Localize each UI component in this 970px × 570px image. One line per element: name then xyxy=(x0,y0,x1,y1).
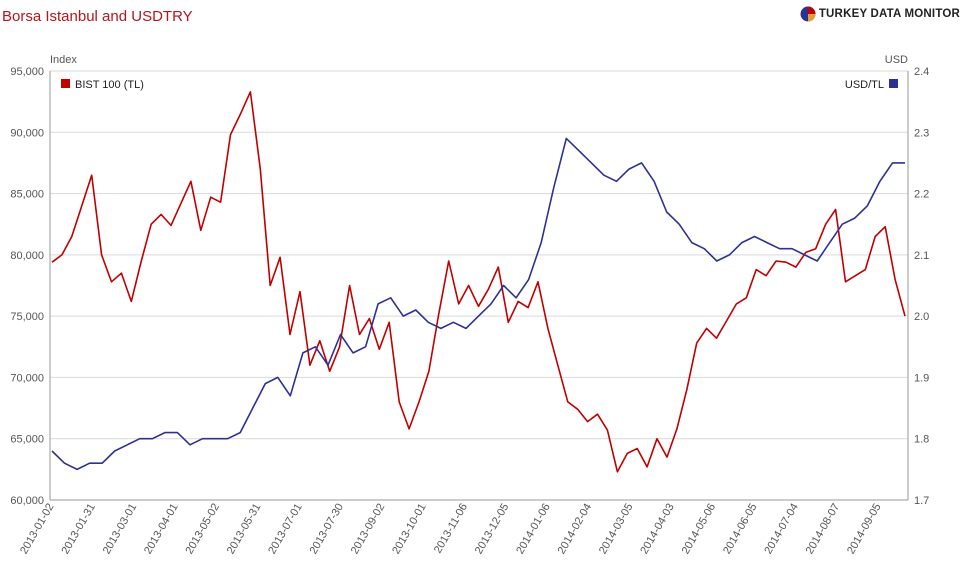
x-tick-label: 2013-05-31 xyxy=(225,502,264,557)
y-left-tick-label: 90,000 xyxy=(10,127,44,139)
x-tick-label: 2014-05-06 xyxy=(680,502,719,557)
x-tick-label: 2014-04-03 xyxy=(638,502,677,557)
x-tick-label: 2013-10-01 xyxy=(390,502,429,557)
x-tick-label: 2013-03-01 xyxy=(101,502,140,557)
x-tick-label: 2013-07-30 xyxy=(308,502,347,557)
brand-label: TURKEY DATA MONITOR xyxy=(818,8,960,20)
y-right-tick-label: 2.3 xyxy=(914,127,929,139)
legend-label-usd: USD/TL xyxy=(845,79,884,91)
y-left-tick-label: 65,000 xyxy=(10,434,44,446)
brand-globe-icon xyxy=(800,6,816,22)
usdtl-series-line xyxy=(51,137,905,471)
x-tick-label: 2013-04-01 xyxy=(142,502,181,557)
x-tick-label: 2014-02-04 xyxy=(556,502,595,557)
legend-label-bist: BIST 100 (TL) xyxy=(75,79,144,91)
x-tick-label: 2013-07-01 xyxy=(266,502,305,557)
x-tick-label: 2013-01-31 xyxy=(59,502,98,557)
y-right-tick-label: 2.4 xyxy=(914,66,929,78)
x-tick-label: 2013-09-02 xyxy=(349,502,388,557)
x-tick-label: 2014-07-04 xyxy=(762,502,801,557)
x-tick-label: 2014-08-07 xyxy=(804,502,843,557)
x-tick-label: 2013-12-05 xyxy=(473,502,512,557)
y-right-tick-label: 2.0 xyxy=(914,311,929,323)
x-tick-label: 2013-11-06 xyxy=(432,502,470,556)
y-left-tick-label: 60,000 xyxy=(10,495,44,507)
y-left-tick-label: 80,000 xyxy=(10,250,44,262)
brand-logo: TURKEY DATA MONITOR xyxy=(800,6,960,22)
chart-title: Borsa Istanbul and USDTRY xyxy=(2,8,193,25)
y-left-tick-label: 70,000 xyxy=(10,372,44,384)
legend-swatch-bist xyxy=(61,79,70,88)
x-tick-label: 2013-01-02 xyxy=(18,502,57,557)
y-left-tick-label: 75,000 xyxy=(10,311,44,323)
x-tick-label: 2014-01-06 xyxy=(514,502,553,557)
axes: Index USD 60,000 1.7 65,000 1.8 70,000 1.9 75,… xyxy=(10,54,929,556)
y-left-tick-label: 85,000 xyxy=(10,189,44,201)
y-right-tick-label: 1.9 xyxy=(914,372,929,384)
series-lines xyxy=(51,91,906,473)
x-tick-label: 2014-03-05 xyxy=(597,502,636,557)
y-right-axis-label: USD xyxy=(885,54,908,66)
legend: BIST 100 (TL) USD/TL xyxy=(61,79,898,91)
x-tick-label: 2013-05-02 xyxy=(183,502,222,557)
y-right-tick-label: 2.2 xyxy=(914,189,929,201)
x-tick-label: 2014-09-05 xyxy=(845,502,884,557)
x-tick-label: 2014-06-05 xyxy=(721,502,760,557)
y-left-tick-label: 95,000 xyxy=(10,66,44,78)
legend-swatch-usd xyxy=(889,79,898,88)
y-left-axis-label: Index xyxy=(50,54,77,66)
bist100-series-line xyxy=(51,91,906,473)
y-right-tick-label: 1.7 xyxy=(914,495,929,507)
y-right-tick-label: 1.8 xyxy=(914,434,929,446)
y-right-tick-label: 2.1 xyxy=(914,250,929,262)
grid-lines xyxy=(50,70,908,501)
